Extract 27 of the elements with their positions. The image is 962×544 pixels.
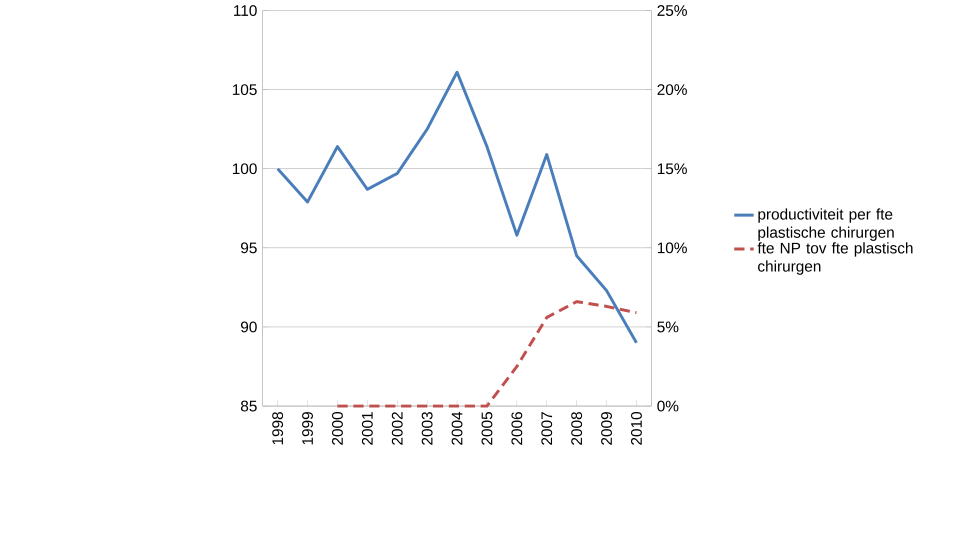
y2-tick-label: 0% [657,400,678,412]
y-tick-label: 110 [234,5,257,16]
x-tick-label: 2008 [571,412,582,445]
y2-tick-label: 25% [658,5,687,16]
x-tick-label: 2001 [362,412,373,445]
x-tick-label: 2002 [392,412,403,445]
x-tick-label: 2010 [631,412,642,445]
y-tick-label: 90 [241,322,257,333]
x-tick-label: 2003 [422,412,433,445]
y2-tick-label: 5% [657,322,678,332]
y-tick-label: 105 [232,84,257,96]
x-tick-label: 2000 [332,412,343,445]
y-tick-label: 100 [232,163,257,174]
legend-label: fte NP tov fte plastisch chirurgen [758,242,912,275]
line-series [276,70,638,344]
x-tick-label: 1998 [272,412,284,444]
x-tick-label: 2009 [601,412,612,445]
y2-tick-label: 15% [658,163,687,174]
y-tick-label: 95 [241,242,257,254]
y2-tick-label: 10% [658,242,687,254]
y2-tick-label: 20% [658,84,687,96]
x-tick-label: 1999 [302,412,313,444]
y-tick-label: 85 [240,400,257,412]
x-tick-label: 2006 [511,412,522,445]
x-tick-label: 2007 [541,412,552,445]
x-tick-label: 2005 [482,412,492,445]
x-tick-label: 2004 [452,412,462,445]
